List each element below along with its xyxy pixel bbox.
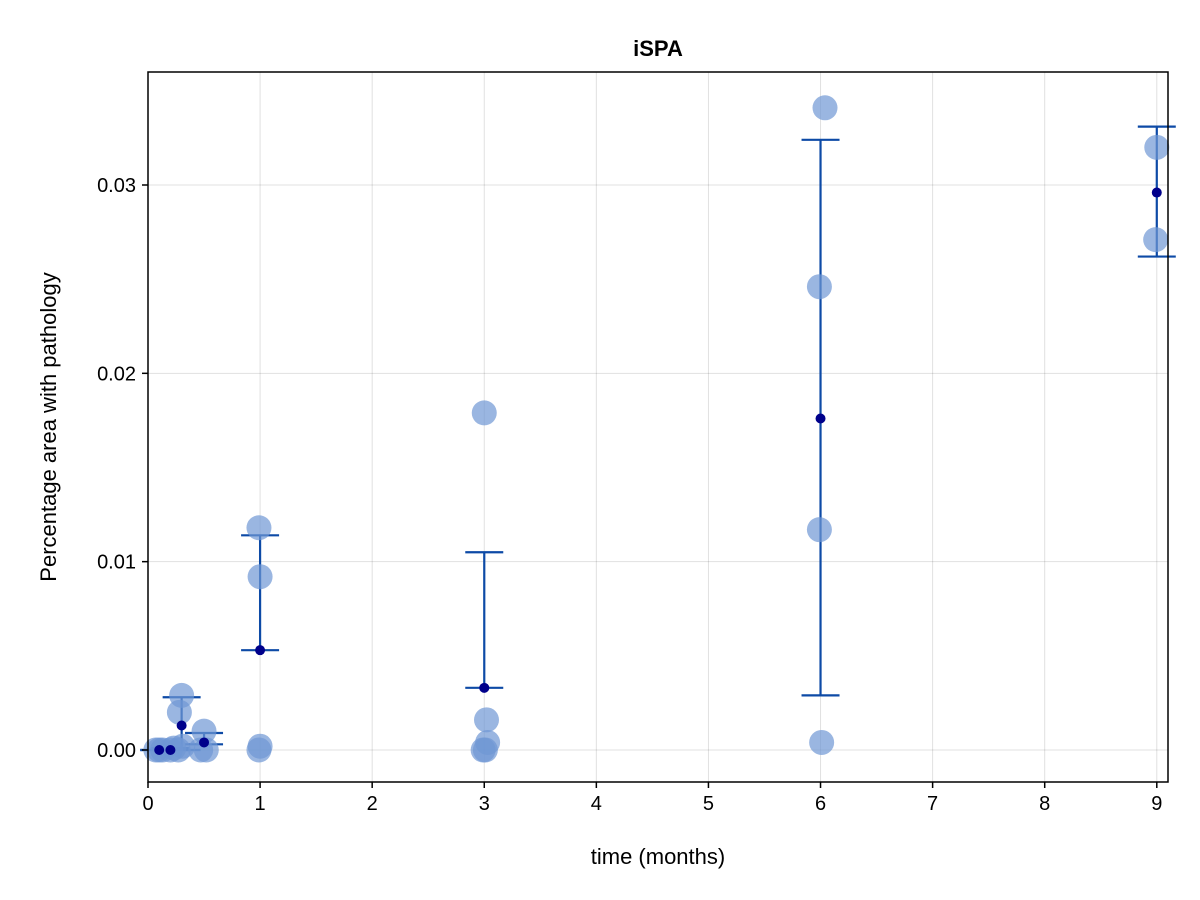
mean-marker [1151,187,1162,198]
data-point [809,729,835,755]
x-tick-label: 0 [142,793,153,815]
data-point [471,400,497,426]
y-axis-label: Percentage area with pathology [36,272,61,581]
mean-marker [255,645,266,656]
chart-title: iSPA [633,36,683,61]
x-tick-label: 2 [367,793,378,815]
mean-marker [199,737,210,748]
data-point [1144,134,1170,160]
x-axis-label: time (months) [591,844,725,869]
grid-lines [147,72,1168,782]
y-tick-label: 0.00 [97,740,136,762]
plot-frame [147,71,1169,783]
y-tick-label: 0.01 [97,552,136,574]
x-tick-label: 7 [927,793,938,815]
error-bars [140,125,1176,752]
data-point [191,718,217,744]
mean-marker [154,744,165,755]
x-tick-label: 6 [815,793,826,815]
mean-marker [815,413,826,424]
y-tick-label: 0.03 [97,175,136,197]
mean-marker [165,744,176,755]
data-point [806,517,832,543]
mean-marker [176,720,187,731]
x-tick-label: 9 [1151,793,1162,815]
mean-markers [154,187,1162,755]
x-tick-label: 3 [479,793,490,815]
data-point [166,699,192,725]
x-tick-label: 8 [1039,793,1050,815]
x-tick-label: 1 [255,793,266,815]
x-tick-label: 5 [703,793,714,815]
y-tick-label: 0.02 [97,363,136,385]
data-point [1143,227,1169,253]
axis-ticks: 0 1 2 3 4 5 6 7 8 9 0.00 0.01 0.02 0.03 [97,175,1162,815]
data-point [247,564,273,590]
data-point [246,737,272,763]
data-points [143,95,1170,763]
data-point [472,737,498,763]
data-point [806,274,832,300]
data-point [812,95,838,121]
data-point [246,515,272,541]
x-tick-label: 4 [591,793,602,815]
mean-marker [479,682,490,693]
data-point [474,707,500,733]
